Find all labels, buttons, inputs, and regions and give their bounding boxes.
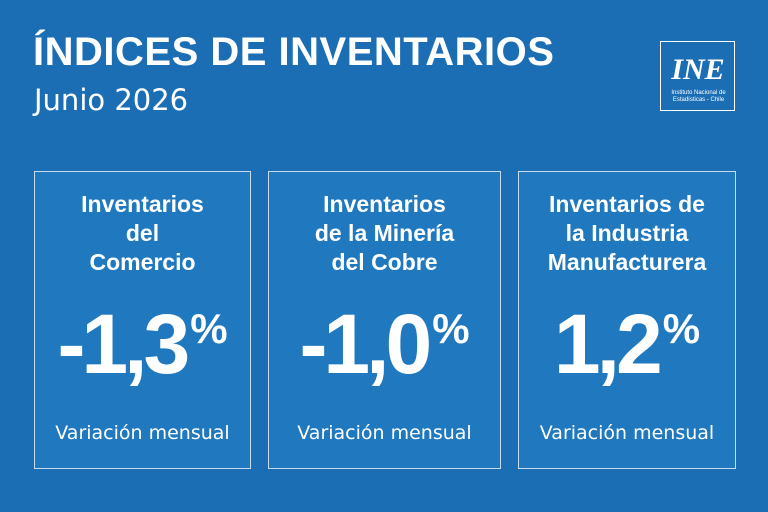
page-subtitle: Junio 2026	[34, 83, 189, 117]
card-value-unit: %	[662, 305, 701, 352]
card-value: -1,0%	[269, 294, 500, 394]
card-title-line: Manufacturera	[547, 249, 707, 275]
card-label: Variación mensual	[297, 422, 472, 444]
card-comercio: Inventarios del Comercio -1,3%	[34, 171, 251, 469]
card-title-line: del Cobre	[331, 249, 438, 275]
card-title-line: Inventarios	[323, 191, 446, 217]
card-value: 1,2%	[519, 294, 735, 394]
card-value: -1,3%	[35, 294, 250, 394]
card-label: Variación mensual	[55, 422, 230, 444]
card-industria-manufacturera: Inventarios de la Industria Manufacturer…	[518, 171, 736, 469]
card-title-line: del	[125, 220, 160, 246]
card-value-number: -1,3	[57, 297, 190, 391]
card-title: Inventarios de la Industria Manufacturer…	[519, 190, 735, 277]
page-title: ÍNDICES DE INVENTARIOS	[33, 30, 555, 74]
ine-logo-text-line1: Instituto Nacional de	[671, 90, 726, 96]
card-value-number: 1,2	[553, 297, 663, 391]
card-title-line: Inventarios de	[549, 191, 705, 217]
ine-logo-icon: INE	[670, 53, 724, 86]
card-label: Variación mensual	[539, 422, 715, 444]
card-title-line: Inventarios	[81, 191, 204, 217]
card-title: Inventarios del Comercio	[35, 190, 250, 277]
card-title-line: de la Minería	[314, 220, 455, 246]
ine-logo-text: Instituto Nacional de Estadísticas - Chi…	[664, 90, 733, 104]
card-title-line: la Industria	[565, 220, 689, 246]
ine-logo-wordmark: INE	[670, 53, 724, 86]
ine-logo-text-line2: Estadísticas - Chile	[672, 97, 725, 103]
card-value-number: -1,0	[299, 297, 432, 391]
card-title-line: Comercio	[89, 249, 196, 275]
ine-logo: INE Instituto Nacional de Estadísticas -…	[660, 41, 735, 111]
card-mineria-cobre: Inventarios de la Minería del Cobre -1,0…	[268, 171, 501, 469]
card-value-unit: %	[190, 305, 228, 352]
card-value-unit: %	[432, 305, 470, 352]
card-title: Inventarios de la Minería del Cobre	[269, 190, 500, 277]
